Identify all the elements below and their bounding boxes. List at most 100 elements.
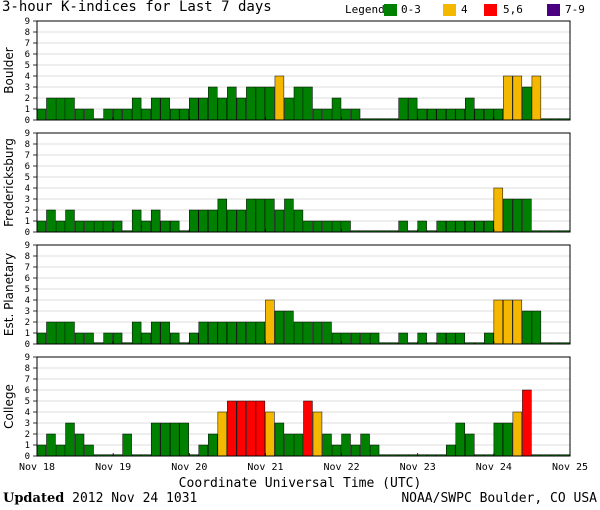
y-tick-label: 3 [25, 195, 30, 205]
panel-frame [36, 20, 571, 121]
k-index-bar [84, 332, 94, 345]
k-index-bar [446, 444, 456, 457]
y-tick-label: 7 [25, 39, 30, 49]
k-index-bar [131, 209, 142, 233]
k-index-bar [122, 108, 132, 121]
k-index-bar [284, 310, 294, 345]
k-index-bar [331, 97, 342, 121]
k-index-bar [246, 321, 256, 345]
k-index-bar [160, 97, 170, 121]
k-index-bar [446, 220, 456, 233]
panel-frame [36, 132, 571, 233]
k-index-bar [265, 411, 275, 457]
k-index-bar [484, 108, 494, 121]
legend-swatch-active [443, 4, 456, 16]
k-index-bar [312, 321, 323, 345]
k-index-bar [208, 321, 218, 345]
y-tick-label: 9 [25, 353, 30, 363]
k-index-bar [284, 97, 294, 121]
y-tick-label: 7 [25, 263, 30, 273]
k-index-bar [417, 332, 427, 345]
k-index-bar [465, 433, 475, 457]
k-index-bar [493, 422, 504, 457]
k-index-bar [474, 108, 484, 121]
k-index-bar [303, 400, 313, 457]
k-index-bar [236, 97, 247, 121]
k-index-bar [293, 321, 304, 345]
k-index-bar [350, 332, 361, 345]
k-index-bar [398, 332, 408, 345]
k-index-bar [350, 444, 361, 457]
y-tick-label: 3 [25, 83, 30, 93]
y-tick-label: 7 [25, 375, 30, 385]
k-index-bar [84, 444, 94, 457]
k-index-bar [322, 108, 332, 121]
k-index-bar [446, 332, 456, 345]
k-index-bar [455, 108, 465, 121]
k-index-bar [160, 422, 170, 457]
y-tick-label: 0 [25, 116, 30, 126]
k-index-bar [312, 411, 323, 457]
k-index-bar [227, 209, 237, 233]
k-index-bar [407, 97, 418, 121]
k-index-bar [65, 209, 75, 233]
y-tick-label: 4 [25, 72, 30, 82]
k-index-bar [36, 220, 47, 233]
k-index-bar [236, 321, 247, 345]
k-index-bar [426, 108, 437, 121]
k-index-bar [122, 433, 132, 457]
k-index-bar [265, 299, 275, 345]
y-tick-label: 3 [25, 307, 30, 317]
y-tick-label: 2 [25, 94, 30, 104]
k-index-bar [484, 332, 494, 345]
k-index-bar [65, 97, 75, 121]
station-label: Fredericksburg [2, 138, 16, 227]
k-index-bar [341, 332, 351, 345]
k-index-bar [312, 108, 323, 121]
k-index-bar [198, 321, 208, 345]
k-index-bar [112, 108, 123, 121]
k-index-bar [522, 310, 532, 345]
k-index-bar [198, 209, 208, 233]
k-index-bar [360, 433, 370, 457]
k-index-bar [150, 321, 161, 345]
y-tick-label: 8 [25, 140, 30, 150]
y-tick-label: 6 [25, 386, 30, 396]
k-index-bar [312, 220, 323, 233]
k-index-bar [493, 299, 504, 345]
k-index-bar [46, 433, 56, 457]
station-label: College [2, 384, 16, 429]
k-index-bar [255, 321, 266, 345]
k-index-bar [322, 321, 332, 345]
y-tick-label: 6 [25, 50, 30, 60]
x-tick-label: Nov 22 [324, 462, 360, 473]
y-tick-label: 1 [25, 217, 30, 227]
legend-swatch-severe [547, 4, 560, 16]
k-index-bar [341, 108, 351, 121]
y-tick-label: 9 [25, 129, 30, 139]
k-index-bar [246, 198, 256, 233]
k-index-bar [265, 198, 275, 233]
k-index-bar [36, 108, 47, 121]
k-index-bar [46, 97, 56, 121]
k-index-bar [398, 97, 408, 121]
y-tick-label: 9 [25, 241, 30, 251]
k-index-bar [217, 198, 228, 233]
k-index-bar [417, 220, 427, 233]
panel-frame [36, 244, 571, 345]
k-index-bar [484, 220, 494, 233]
k-index-bar [322, 433, 332, 457]
x-tick-label: Nov 18 [19, 462, 55, 473]
k-index-bar [246, 86, 256, 121]
k-index-bar [255, 86, 266, 121]
y-tick-label: 4 [25, 408, 30, 418]
k-index-bar [474, 220, 484, 233]
k-index-bar [503, 299, 513, 345]
legend-text-severe: 7-9 [565, 3, 585, 16]
y-tick-label: 0 [25, 228, 30, 238]
k-index-bar [331, 332, 342, 345]
credit-text: NOAA/SWPC Boulder, CO USA [401, 491, 597, 506]
legend-swatch-storm [484, 4, 497, 16]
k-index-bar [170, 108, 180, 121]
